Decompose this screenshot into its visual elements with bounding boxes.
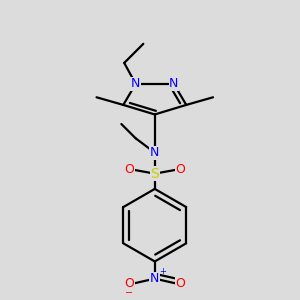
- Text: O: O: [176, 277, 185, 290]
- Text: O: O: [176, 163, 185, 176]
- Text: +: +: [159, 266, 166, 275]
- Text: O: O: [124, 277, 134, 290]
- Text: N: N: [169, 77, 178, 90]
- Text: N: N: [131, 77, 140, 90]
- Text: −: −: [125, 288, 133, 298]
- Text: S: S: [150, 167, 159, 181]
- Text: N: N: [150, 272, 160, 285]
- Text: O: O: [124, 163, 134, 176]
- Text: N: N: [150, 146, 160, 159]
